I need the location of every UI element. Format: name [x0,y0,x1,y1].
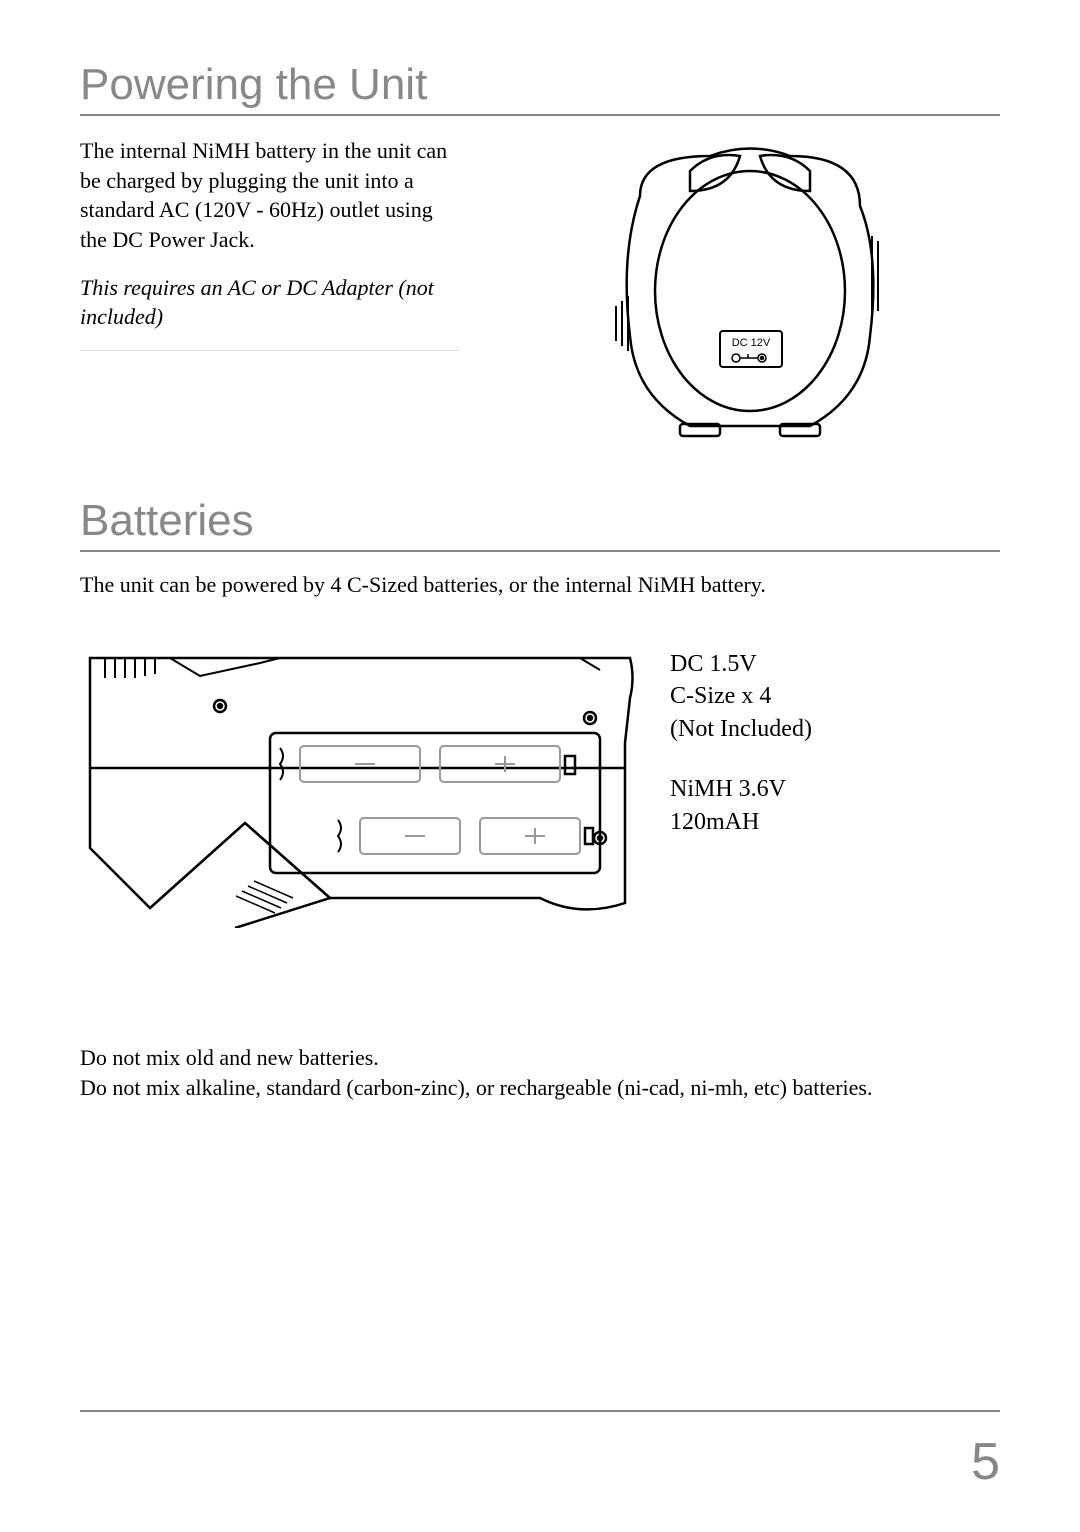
batteries-intro: The unit can be powered by 4 C-Sized bat… [80,572,1000,598]
batteries-section: Batteries The unit can be powered by 4 C… [80,496,1000,1102]
powering-text-block: The internal NiMH battery in the unit ca… [80,136,460,351]
powering-note: This requires an AC or DC Adapter (not i… [80,273,460,351]
footer-rule [80,1410,1000,1412]
warning-1: Do not mix old and new batteries. [80,1043,1000,1073]
warning-2: Do not mix alkaline, standard (carbon-zi… [80,1073,1000,1103]
manual-page: Powering the Unit The internal NiMH batt… [0,0,1080,1532]
batteries-row: DC 1.5V C-Size x 4 (Not Included) NiMH 3… [80,648,1000,933]
spec1-line3: (Not Included) [670,713,1000,745]
page-number: 5 [971,1432,1000,1492]
powering-heading: Powering the Unit [80,60,1000,116]
battery-compartment-icon [80,648,640,928]
unit-rear-icon: DC 12V [580,136,910,466]
dc-jack-label: DC 12V [732,337,771,349]
battery-warnings: Do not mix old and new batteries. Do not… [80,1043,1000,1102]
powering-body: The internal NiMH battery in the unit ca… [80,136,460,255]
spec2-line1: NiMH 3.6V [670,773,1000,805]
spec2-line2: 120mAH [670,806,1000,838]
battery-compartment-diagram [80,648,640,933]
unit-rear-diagram: DC 12V [490,136,1000,466]
nimh-spec: NiMH 3.6V 120mAH [670,773,1000,838]
powering-row: The internal NiMH battery in the unit ca… [80,136,1000,466]
spec1-line2: C-Size x 4 [670,680,1000,712]
batteries-heading: Batteries [80,496,1000,552]
spec1-line1: DC 1.5V [670,648,1000,680]
c-battery-spec: DC 1.5V C-Size x 4 (Not Included) [670,648,1000,745]
batteries-specs: DC 1.5V C-Size x 4 (Not Included) NiMH 3… [670,648,1000,866]
